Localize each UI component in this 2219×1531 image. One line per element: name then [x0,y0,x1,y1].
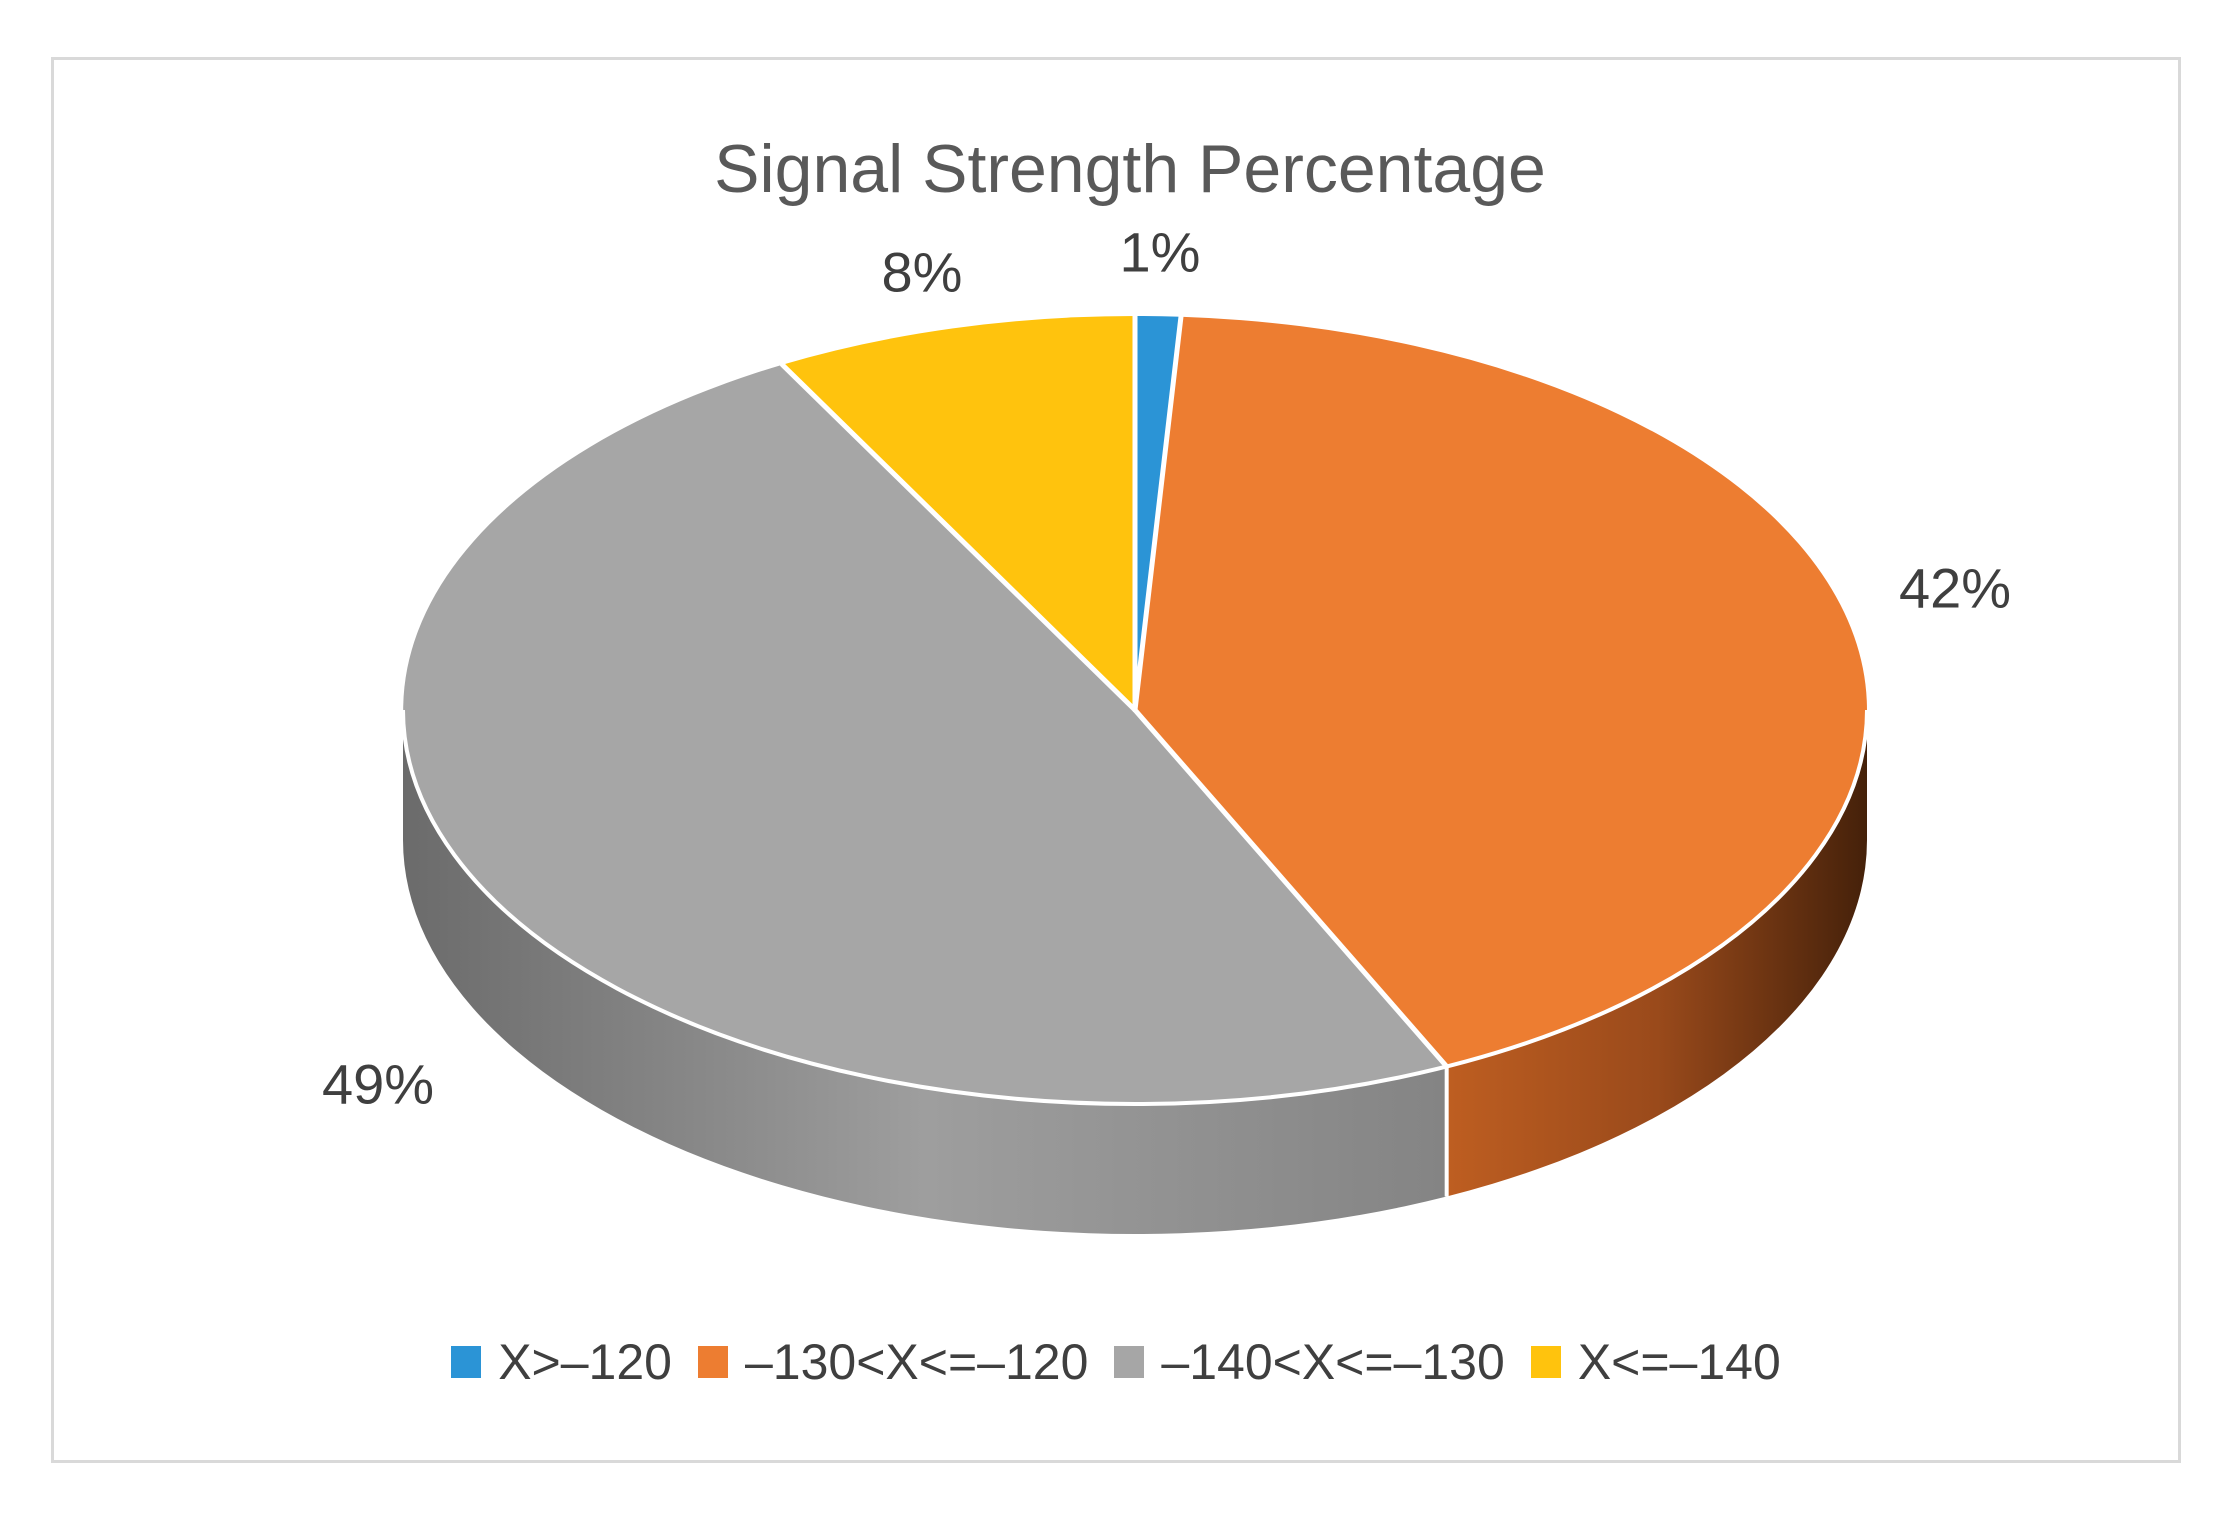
chart-title: Signal Strength Percentage [714,131,1546,207]
slice-separator [779,362,1138,713]
legend-item-orange: –130<X<=–120 [697,1333,1089,1391]
legend-label-blue: X>–120 [498,1334,672,1390]
legend-label-yellow: X<=–140 [1577,1334,1781,1390]
pie-slice-orange [1135,316,1867,1067]
legend-item-yellow: X<=–140 [1530,1333,1781,1391]
slice-separator [1132,314,1184,713]
legend: X>–120 –130<X<=–120 –140<X<=–130 X<=–140 [51,1326,2181,1398]
legend-swatch-gray [1114,1346,1145,1378]
legend-swatch-yellow [1530,1346,1561,1378]
legend-swatch-orange [697,1346,728,1378]
legend-label-orange: –130<X<=–120 [744,1334,1089,1390]
slice-separator [1132,707,1450,1069]
slice-label-gray: 49% [321,1052,435,1116]
pie-rim-highlight [401,709,1869,1106]
pie-slice-gray [403,364,1447,1104]
legend-item-blue: X>–120 [451,1333,672,1391]
slice-label-yellow: 8% [881,240,963,304]
slice-label-blue: 1% [1119,220,1201,284]
legend-item-gray: –140<X<=–130 [1114,1333,1505,1391]
legend-swatch-blue [451,1346,482,1378]
slice-label-orange: 42% [1898,556,2012,620]
legend-label-gray: –140<X<=–130 [1161,1334,1505,1390]
pie-side-gray [403,710,1447,1234]
pie-side-orange [1446,710,1867,1197]
pie-slice-yellow [782,316,1135,710]
